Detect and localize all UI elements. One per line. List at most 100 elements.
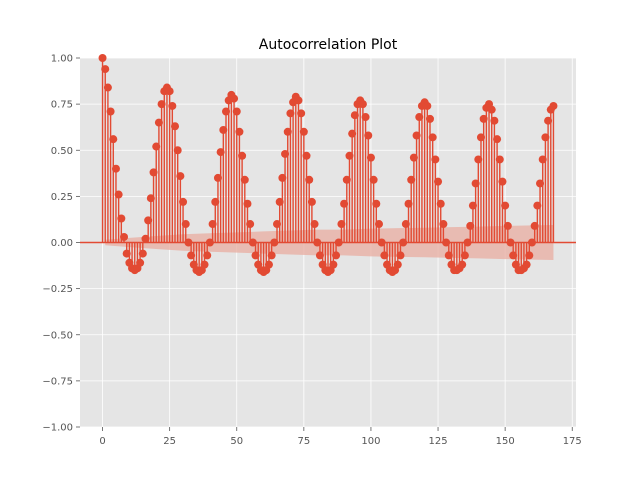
x-axis-ticks: 0 25 50 75 100 125 150 175	[99, 427, 582, 447]
acf-marker-lag-74	[297, 109, 306, 118]
acf-marker-lag-137	[466, 221, 475, 230]
acf-marker-lag-70	[286, 109, 295, 118]
y-tick-label-8: 1.00	[51, 54, 73, 65]
acf-marker-lag-28	[173, 146, 182, 155]
acf-marker-lag-168	[549, 101, 558, 110]
acf-marker-lag-101	[369, 175, 378, 184]
acf-marker-lag-44	[216, 148, 225, 157]
acf-marker-lag-166	[544, 116, 553, 125]
acf-marker-lag-42	[211, 197, 220, 206]
acf-marker-lag-114	[404, 199, 413, 208]
acf-marker-lag-152	[506, 238, 515, 247]
acf-marker-lag-52	[238, 151, 247, 160]
acf-marker-lag-94	[350, 111, 359, 120]
acf-marker-lag-128	[442, 238, 451, 247]
y-tick-label-4: 0.00	[51, 238, 73, 249]
acf-marker-lag-33	[187, 251, 196, 260]
acf-marker-lag-80	[313, 238, 322, 247]
acf-marker-lag-110	[393, 260, 402, 269]
acf-marker-lag-69	[283, 127, 292, 136]
acf-marker-lag-88	[334, 238, 343, 247]
acf-marker-lag-49	[230, 94, 239, 103]
acf-marker-lag-163	[536, 179, 545, 188]
acf-marker-lag-117	[412, 131, 421, 140]
acf-marker-lag-129	[444, 251, 453, 260]
acf-marker-lag-122	[425, 114, 434, 123]
acf-marker-lag-57	[251, 251, 260, 260]
acf-marker-lag-64	[270, 238, 279, 247]
acf-marker-lag-3	[106, 107, 115, 116]
acf-marker-lag-53	[240, 175, 249, 184]
acf-marker-lag-134	[458, 260, 467, 269]
acf-marker-lag-90	[340, 199, 349, 208]
y-tick-label-2: −0.50	[42, 330, 73, 341]
acf-marker-lag-142	[479, 114, 488, 123]
acf-marker-lag-76	[302, 151, 311, 160]
acf-marker-lag-118	[415, 113, 424, 122]
acf-marker-lag-56	[248, 238, 257, 247]
acf-marker-lag-135	[460, 251, 469, 260]
acf-marker-lag-9	[122, 249, 131, 258]
x-tick-label-5: 125	[428, 436, 447, 447]
acf-marker-lag-4	[109, 135, 118, 144]
acf-marker-lag-66	[275, 197, 284, 206]
acf-marker-lag-16	[141, 234, 150, 243]
y-tick-label-5: 0.25	[51, 192, 73, 203]
acf-marker-lag-0	[98, 54, 107, 62]
acf-marker-lag-32	[184, 238, 193, 247]
acf-marker-lag-51	[235, 127, 244, 136]
acf-marker-lag-27	[171, 122, 180, 131]
y-tick-label-1: −0.75	[42, 376, 73, 387]
acf-marker-lag-21	[154, 118, 163, 127]
acf-marker-lag-111	[396, 251, 405, 260]
x-tick-label-4: 100	[361, 436, 380, 447]
acf-marker-lag-165	[541, 133, 550, 142]
acf-marker-lag-89	[337, 220, 346, 229]
acf-marker-lag-127	[439, 220, 448, 229]
acf-marker-lag-145	[487, 105, 496, 114]
acf-marker-lag-67	[278, 173, 287, 182]
acf-marker-lag-29	[176, 172, 185, 181]
acf-marker-lag-22	[157, 100, 166, 109]
acf-marker-lag-91	[342, 175, 351, 184]
acf-marker-lag-8	[120, 232, 129, 241]
acf-marker-lag-159	[525, 251, 534, 260]
acf-marker-lag-160	[527, 238, 536, 247]
acf-marker-lag-25	[165, 87, 174, 96]
x-tick-label-3: 75	[297, 436, 310, 447]
acf-marker-lag-14	[136, 258, 145, 267]
acf-marker-lag-126	[436, 199, 445, 208]
acf-marker-lag-151	[503, 221, 512, 230]
acf-marker-lag-15	[138, 249, 147, 258]
acf-marker-lag-125	[434, 177, 443, 186]
acf-marker-lag-164	[538, 155, 547, 164]
acf-marker-lag-115	[407, 175, 416, 184]
acf-marker-lag-73	[294, 96, 303, 105]
acf-marker-lag-140	[474, 155, 483, 164]
acf-marker-lag-2	[103, 83, 112, 92]
acf-marker-lag-50	[232, 107, 241, 116]
acf-marker-lag-1	[101, 65, 110, 74]
acf-markers	[98, 54, 558, 277]
acf-marker-lag-31	[181, 220, 190, 229]
acf-marker-lag-79	[310, 220, 319, 229]
acf-marker-lag-30	[179, 197, 188, 206]
x-tick-label-1: 25	[163, 436, 176, 447]
acf-marker-lag-136	[463, 238, 472, 247]
acf-marker-lag-112	[399, 238, 408, 247]
acf-marker-lag-148	[495, 155, 504, 164]
acf-marker-lag-102	[372, 199, 381, 208]
acf-marker-lag-153	[509, 251, 518, 260]
acf-marker-lag-46	[222, 107, 231, 116]
y-tick-label-0: −1.00	[42, 423, 73, 434]
acf-marker-lag-138	[468, 201, 477, 210]
acf-marker-lag-105	[380, 251, 389, 260]
acf-marker-lag-63	[267, 251, 276, 260]
x-tick-label-7: 175	[563, 436, 582, 447]
acf-marker-lag-100	[366, 153, 375, 162]
x-tick-label-0: 0	[99, 436, 105, 447]
acf-marker-lag-45	[219, 125, 228, 134]
acf-marker-lag-139	[471, 179, 480, 188]
acf-marker-lag-17	[144, 216, 153, 225]
acf-marker-lag-92	[345, 151, 354, 160]
